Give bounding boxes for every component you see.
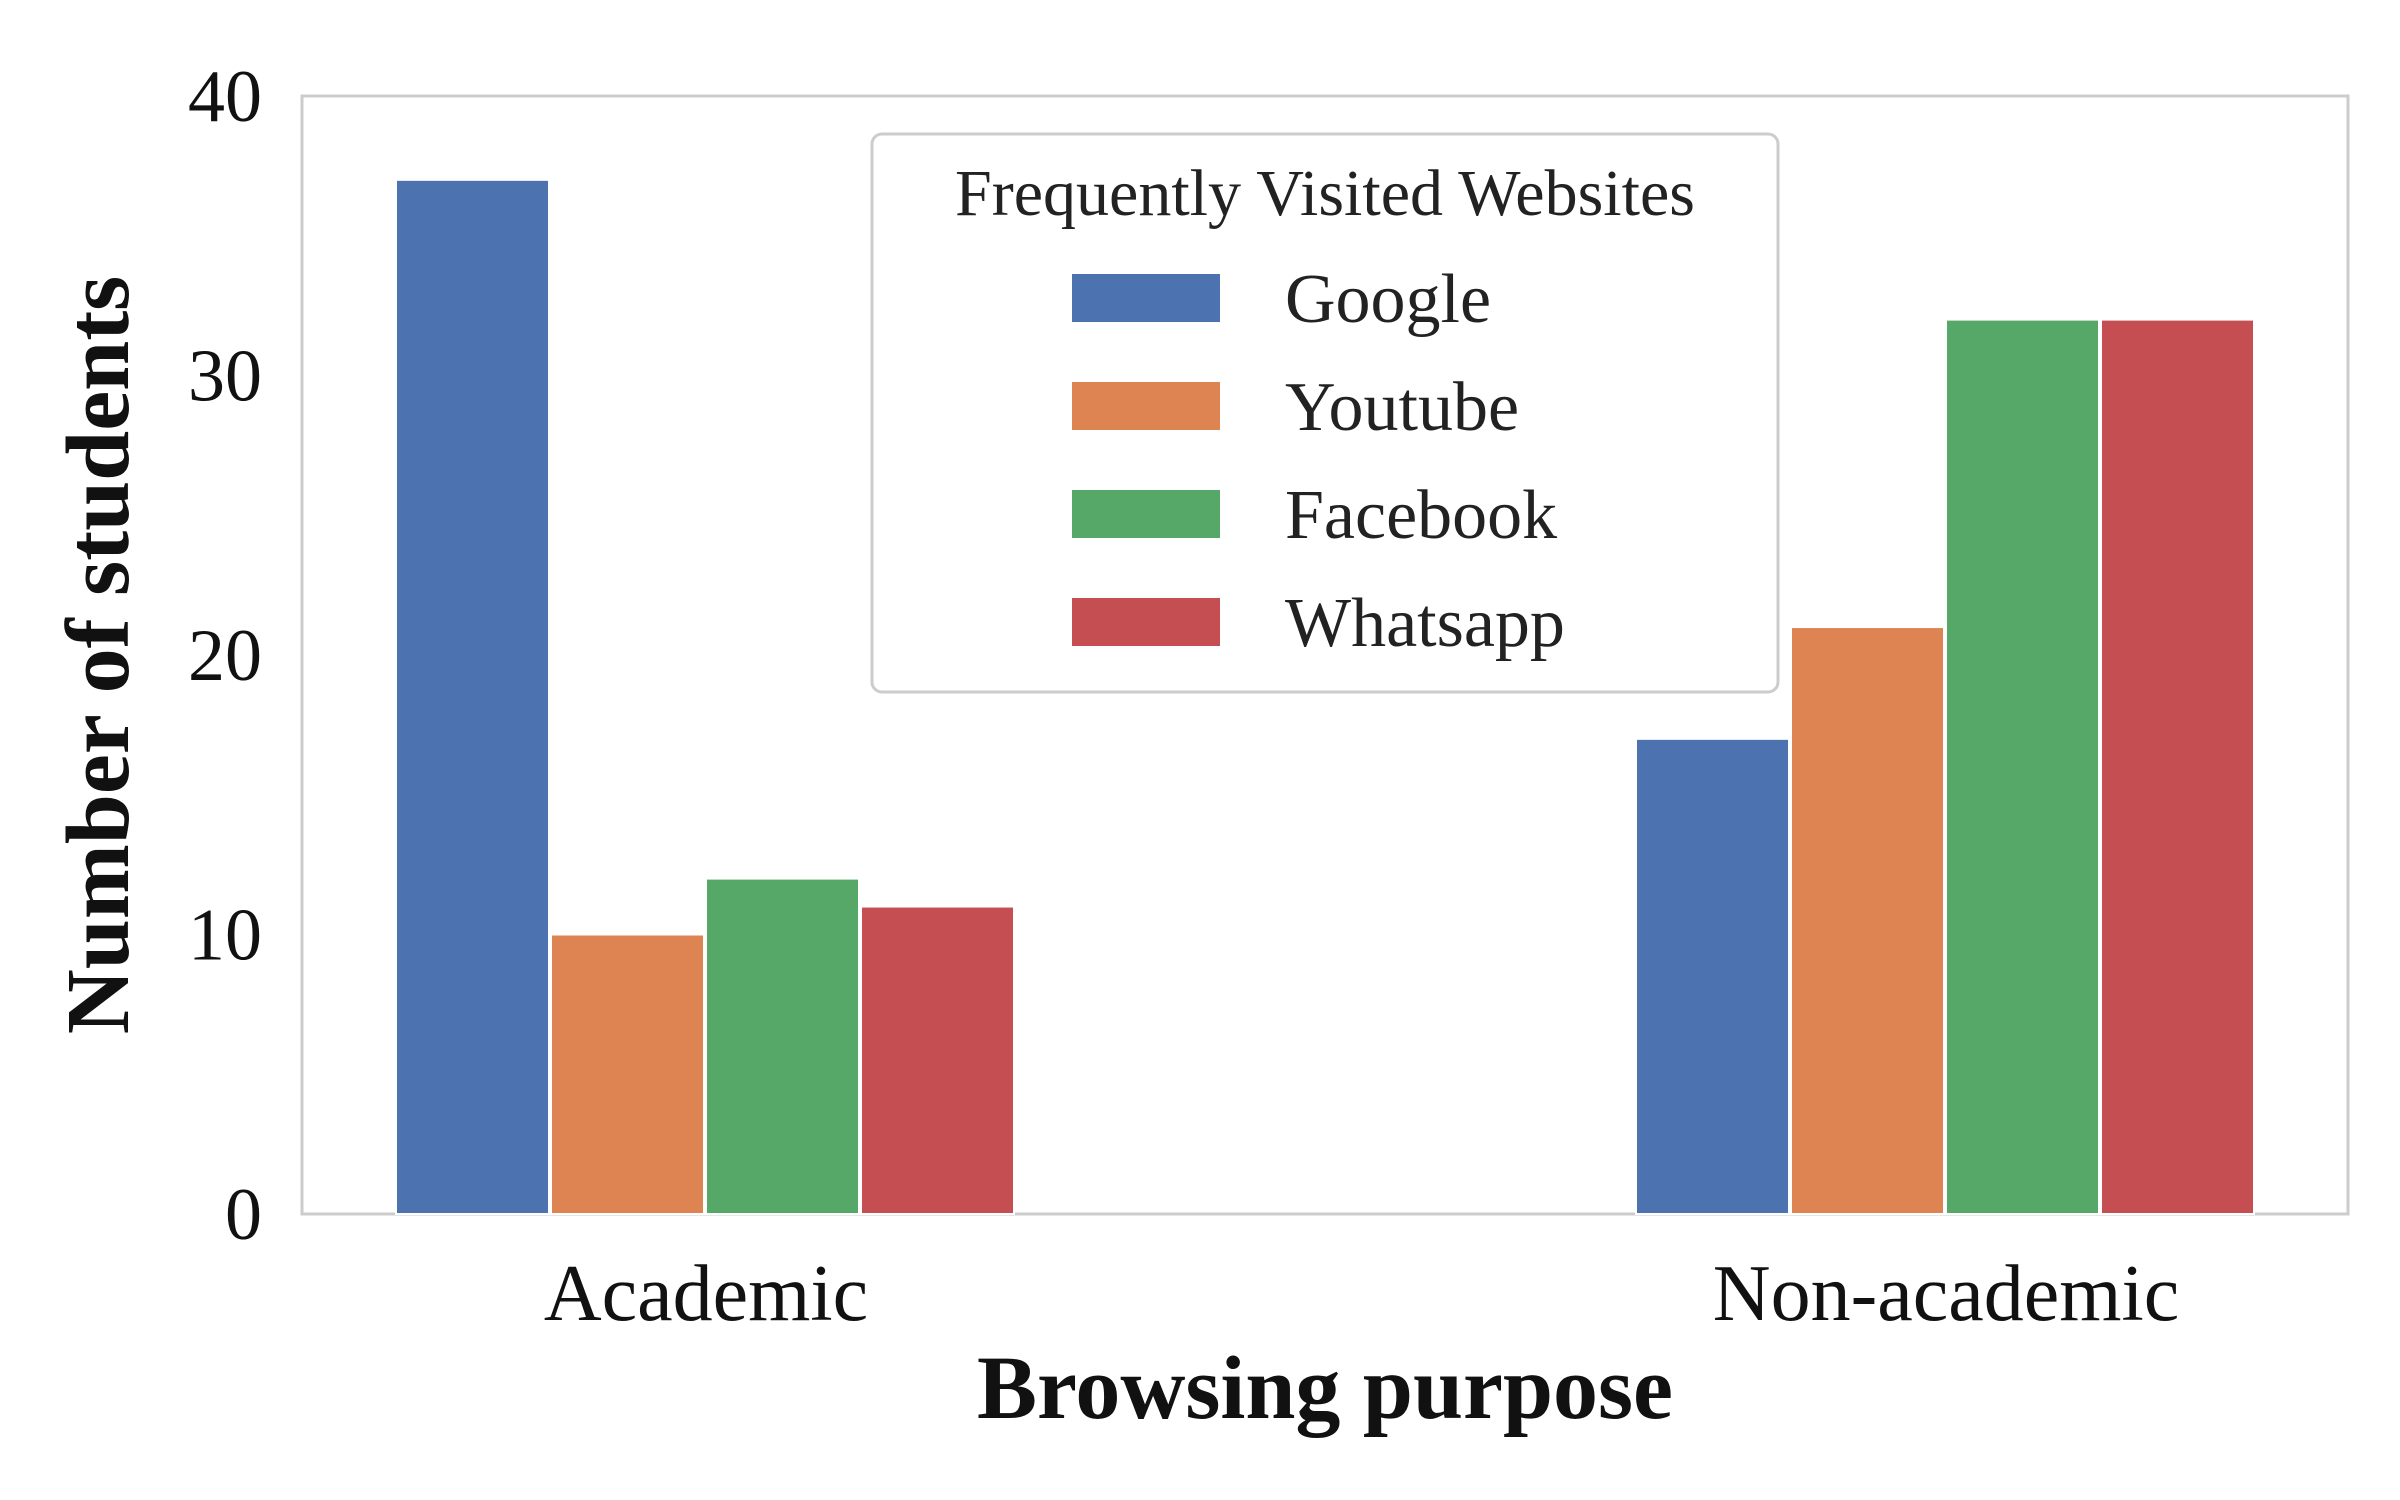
- x-tick-label: Non-academic: [1713, 1250, 2179, 1338]
- bars-group: [395, 178, 2255, 1216]
- legend: Frequently Visited Websites Google Youtub…: [870, 132, 1780, 694]
- bar-youtube-academic: [550, 933, 705, 1215]
- bar-facebook-non-academic: [1945, 318, 2100, 1216]
- legend-swatch-youtube: [1072, 382, 1220, 430]
- y-tick-label: 0: [225, 1174, 262, 1256]
- bar-youtube-non-academic: [1790, 626, 1945, 1215]
- legend-box: [870, 132, 1780, 694]
- y-tick-labels: 0 10 20 30 40: [188, 56, 262, 1256]
- legend-label-google: Google: [1285, 261, 1491, 338]
- y-tick-label: 20: [188, 615, 262, 697]
- y-tick-label: 10: [188, 895, 262, 977]
- legend-label-youtube: Youtube: [1285, 369, 1519, 446]
- legend-title: Frequently Visited Websites: [955, 157, 1695, 230]
- bar-google-non-academic: [1635, 737, 1790, 1215]
- bar-whatsapp-academic: [860, 905, 1015, 1215]
- legend-swatch-whatsapp: [1072, 598, 1220, 646]
- legend-label-facebook: Facebook: [1285, 477, 1557, 554]
- legend-label-whatsapp: Whatsapp: [1285, 585, 1565, 662]
- bar-google-academic: [395, 178, 550, 1216]
- y-axis-title: Number of students: [49, 276, 148, 1034]
- legend-items: Google Youtube Facebook Whatsapp: [1072, 261, 1565, 662]
- legend-swatch-google: [1072, 274, 1220, 322]
- bar-whatsapp-non-academic: [2100, 318, 2255, 1216]
- y-tick-label: 40: [188, 56, 262, 138]
- x-tick-label: Academic: [544, 1250, 868, 1338]
- x-axis-title: Browsing purpose: [977, 1339, 1673, 1438]
- y-tick-label: 30: [188, 336, 262, 418]
- bar-facebook-academic: [705, 877, 860, 1215]
- x-tick-labels: Academic Non-academic: [544, 1250, 2179, 1338]
- legend-swatch-facebook: [1072, 490, 1220, 538]
